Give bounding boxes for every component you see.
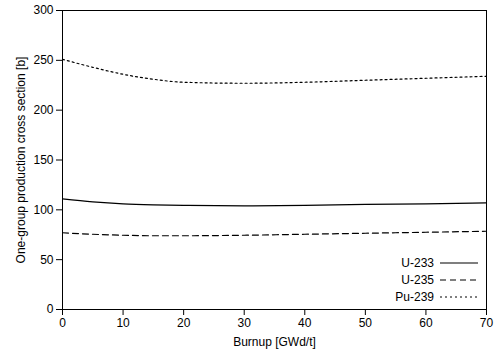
svg-text:100: 100 xyxy=(33,203,53,217)
svg-text:Burnup [GWd/t]: Burnup [GWd/t] xyxy=(233,335,316,349)
svg-text:U-233: U-233 xyxy=(401,256,434,270)
svg-text:0: 0 xyxy=(47,302,54,316)
svg-text:20: 20 xyxy=(177,316,191,330)
svg-text:10: 10 xyxy=(116,316,130,330)
svg-text:250: 250 xyxy=(33,53,53,67)
svg-text:U-235: U-235 xyxy=(401,273,434,287)
svg-text:200: 200 xyxy=(33,103,53,117)
svg-text:60: 60 xyxy=(419,316,433,330)
svg-text:70: 70 xyxy=(480,316,494,330)
svg-text:40: 40 xyxy=(298,316,312,330)
svg-text:One-group production cross sec: One-group production cross section [b] xyxy=(14,57,28,264)
svg-text:Pu-239: Pu-239 xyxy=(395,290,434,304)
svg-text:50: 50 xyxy=(40,253,54,267)
svg-text:150: 150 xyxy=(33,153,53,167)
svg-text:0: 0 xyxy=(59,316,66,330)
svg-text:30: 30 xyxy=(238,316,252,330)
svg-text:50: 50 xyxy=(359,316,373,330)
svg-text:300: 300 xyxy=(33,3,53,17)
